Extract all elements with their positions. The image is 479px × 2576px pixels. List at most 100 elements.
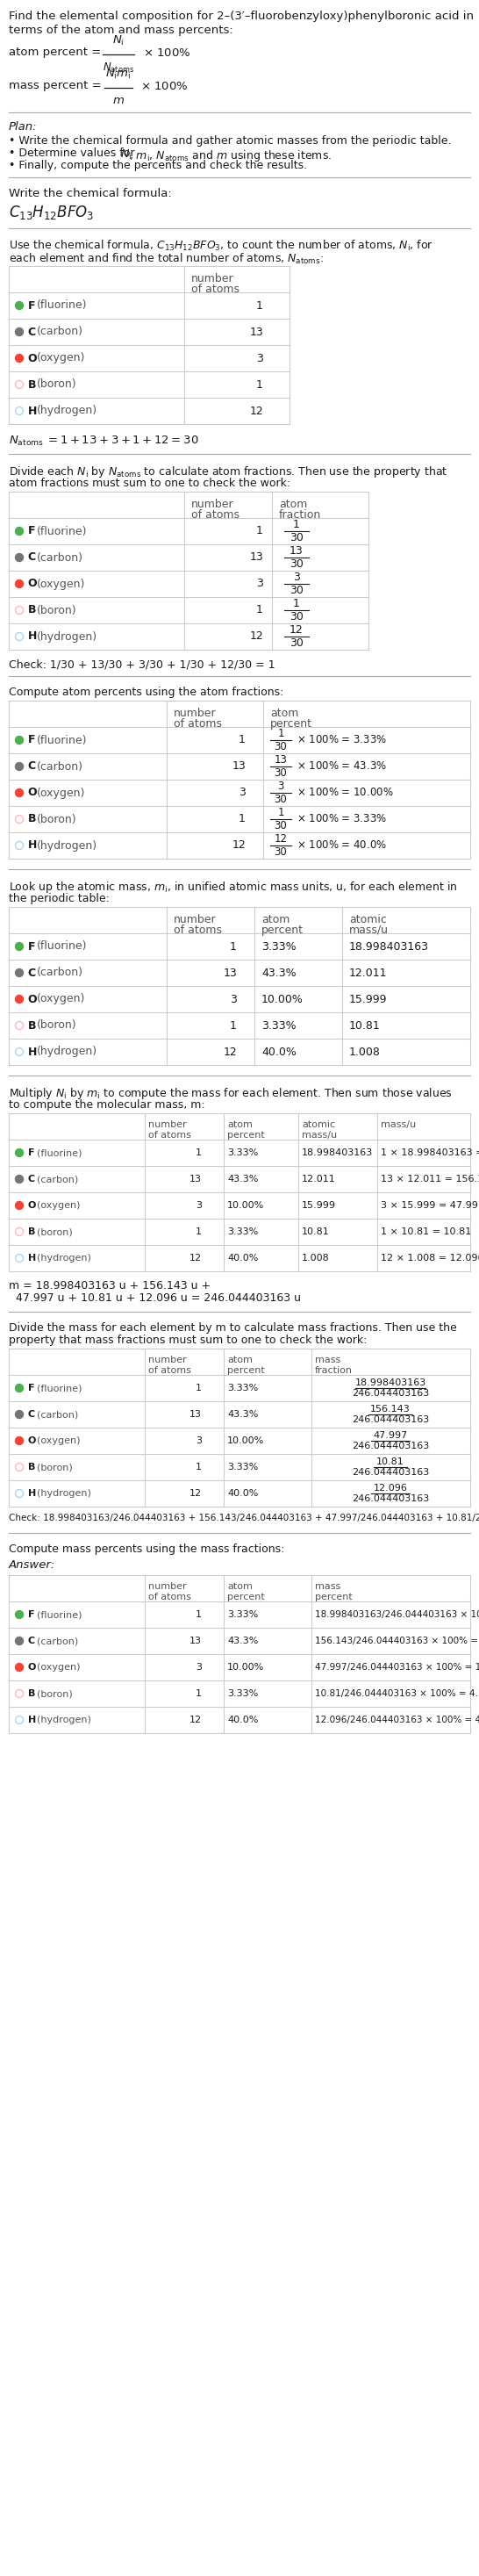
Circle shape: [15, 1149, 23, 1157]
Text: 13: 13: [190, 1409, 202, 1419]
Text: 3.33%: 3.33%: [262, 1020, 296, 1030]
Text: 12.096: 12.096: [373, 1484, 408, 1492]
Text: atom percent =: atom percent =: [9, 46, 105, 59]
Text: Find the elemental composition for 2–(3′–fluorobenzyloxy)phenylboronic acid in: Find the elemental composition for 2–(3′…: [9, 10, 474, 23]
Text: 3.33%: 3.33%: [227, 1226, 258, 1236]
Text: C: C: [28, 1175, 39, 1182]
Text: of atoms: of atoms: [174, 719, 222, 729]
Text: 18.998403163: 18.998403163: [355, 1378, 426, 1388]
Text: • Determine values for: • Determine values for: [9, 147, 138, 160]
Text: mass/u: mass/u: [302, 1131, 337, 1139]
Text: 1: 1: [239, 734, 246, 747]
Text: (oxygen): (oxygen): [37, 1200, 80, 1211]
Text: (boron): (boron): [37, 1690, 73, 1698]
Text: H: H: [28, 404, 41, 417]
Text: 3: 3: [256, 577, 263, 590]
Text: number: number: [191, 273, 234, 283]
Text: • Finally, compute the percents and check the results.: • Finally, compute the percents and chec…: [9, 160, 307, 170]
Text: (boron): (boron): [37, 1463, 73, 1471]
Text: (fluorine): (fluorine): [37, 299, 87, 312]
Text: F: F: [28, 734, 39, 747]
Text: 1: 1: [195, 1463, 202, 1471]
Text: C: C: [28, 551, 40, 564]
Text: fraction: fraction: [279, 510, 321, 520]
Text: percent: percent: [227, 1365, 265, 1376]
Text: (hydrogen): (hydrogen): [37, 404, 98, 417]
Circle shape: [15, 301, 23, 309]
Text: number: number: [174, 708, 217, 719]
Text: 13: 13: [250, 327, 263, 337]
Text: 12: 12: [290, 623, 303, 636]
Text: 30: 30: [274, 793, 287, 806]
Circle shape: [15, 1200, 23, 1208]
Text: 47.997: 47.997: [373, 1432, 408, 1440]
Text: number: number: [174, 914, 217, 925]
Text: 12: 12: [250, 404, 263, 417]
Text: 13: 13: [232, 760, 246, 773]
Text: B: B: [28, 1690, 39, 1698]
Text: 3: 3: [230, 994, 237, 1005]
Text: atom: atom: [279, 500, 308, 510]
Text: (fluorine): (fluorine): [37, 1149, 82, 1157]
Text: • Write the chemical formula and gather atomic masses from the periodic table.: • Write the chemical formula and gather …: [9, 134, 451, 147]
Text: $C_{13}H_{12}BFO_3$: $C_{13}H_{12}BFO_3$: [9, 204, 94, 222]
Text: 1: 1: [195, 1226, 202, 1236]
Text: B: B: [28, 814, 40, 824]
Text: (carbon): (carbon): [37, 551, 83, 564]
Text: 3: 3: [256, 353, 263, 363]
Text: 1: 1: [230, 940, 237, 953]
Text: 3: 3: [195, 1437, 202, 1445]
Text: F: F: [28, 1610, 38, 1618]
Text: O: O: [28, 1664, 40, 1672]
Text: atom: atom: [227, 1355, 252, 1365]
Text: (hydrogen): (hydrogen): [37, 1255, 91, 1262]
Circle shape: [15, 528, 23, 536]
Text: atomic: atomic: [349, 914, 387, 925]
Circle shape: [15, 1664, 23, 1672]
Text: Divide each $N_\mathregular{i}$ by $N_\mathregular{atoms}$ to calculate atom fra: Divide each $N_\mathregular{i}$ by $N_\m…: [9, 464, 448, 479]
Text: to compute the molecular mass, m:: to compute the molecular mass, m:: [9, 1100, 205, 1110]
Text: 13: 13: [250, 551, 263, 564]
Text: 12: 12: [189, 1716, 202, 1723]
Text: H: H: [28, 1255, 40, 1262]
Circle shape: [15, 554, 23, 562]
Text: 1.008: 1.008: [302, 1255, 330, 1262]
Text: (oxygen): (oxygen): [37, 994, 85, 1005]
Text: (fluorine): (fluorine): [37, 1383, 82, 1394]
Text: mass/u: mass/u: [381, 1121, 416, 1128]
Text: 246.044403163: 246.044403163: [352, 1494, 429, 1504]
Text: (hydrogen): (hydrogen): [37, 1716, 91, 1723]
Text: (fluorine): (fluorine): [37, 1610, 82, 1618]
Text: 43.3%: 43.3%: [227, 1636, 258, 1646]
Text: 10.81: 10.81: [349, 1020, 380, 1030]
Text: (carbon): (carbon): [37, 1409, 78, 1419]
Text: Multiply $N_\mathregular{i}$ by $m_\mathregular{i}$ to compute the mass for each: Multiply $N_\mathregular{i}$ by $m_\math…: [9, 1087, 453, 1100]
Text: 10.81: 10.81: [376, 1458, 404, 1466]
Text: C: C: [28, 966, 40, 979]
Text: atom: atom: [227, 1121, 252, 1128]
Text: 1: 1: [195, 1610, 202, 1618]
Text: atom: atom: [227, 1582, 252, 1592]
Circle shape: [15, 1437, 23, 1445]
Text: H: H: [28, 1489, 40, 1497]
Text: F: F: [28, 526, 39, 536]
Text: , $m_\mathregular{i}$, $N_\mathregular{atoms}$ and $m$ using these items.: , $m_\mathregular{i}$, $N_\mathregular{a…: [129, 149, 332, 162]
Text: percent: percent: [227, 1592, 265, 1602]
Text: m = 18.998403163 u + 156.143 u +: m = 18.998403163 u + 156.143 u +: [9, 1280, 211, 1291]
Text: 43.3%: 43.3%: [227, 1175, 258, 1182]
Text: (boron): (boron): [37, 379, 77, 389]
Text: H: H: [28, 840, 41, 850]
Text: 3: 3: [195, 1200, 202, 1211]
Text: 1: 1: [230, 1020, 237, 1030]
Text: 43.3%: 43.3%: [227, 1409, 258, 1419]
Text: 30: 30: [274, 742, 287, 752]
Text: mass/u: mass/u: [349, 925, 388, 935]
Text: percent: percent: [262, 925, 304, 935]
Text: Plan:: Plan:: [9, 121, 37, 131]
Text: 13: 13: [190, 1175, 202, 1182]
Text: terms of the atom and mass percents:: terms of the atom and mass percents:: [9, 26, 233, 36]
Text: fraction: fraction: [315, 1365, 353, 1376]
Text: O: O: [28, 577, 41, 590]
Text: (boron): (boron): [37, 1226, 73, 1236]
Text: number: number: [148, 1582, 186, 1592]
